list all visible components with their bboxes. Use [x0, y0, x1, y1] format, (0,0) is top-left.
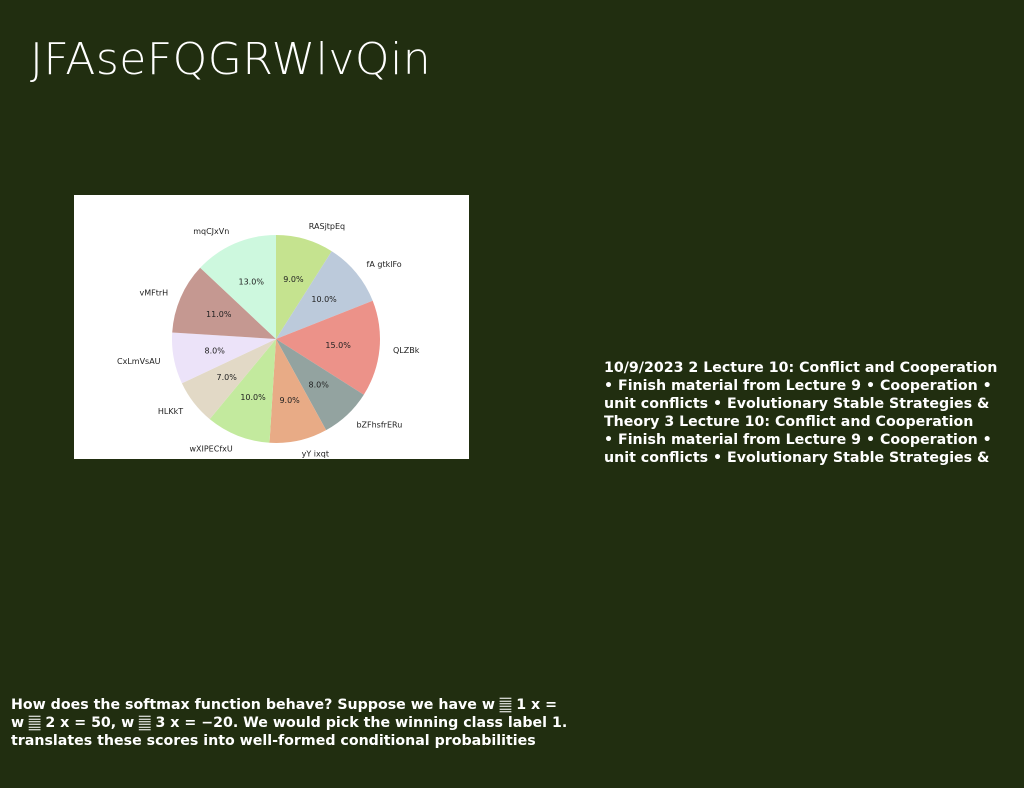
slice-category-label: vMFtrH — [139, 288, 168, 297]
slice-category-label: RASjtpEq — [309, 222, 345, 231]
slice-percent-label: 11.0% — [206, 310, 232, 319]
slice-category-label: mqCJxVn — [193, 227, 229, 236]
slice-category-label: CxLmVsAU — [117, 357, 161, 366]
slice-category-label: bZFhsfrERu — [356, 421, 402, 430]
pie-slice — [209, 339, 276, 443]
slide-title: JFAseFQGRWlvQin — [30, 34, 432, 85]
slice-category-label: yY ixqt — [302, 450, 329, 459]
pie-slice — [181, 339, 276, 420]
pie-slice — [276, 235, 332, 339]
pie-slice — [276, 251, 373, 339]
pie-chart: 9.0% RASjtpEq 10.0% fA gtklFo 15.0% QLZBk 8.0%… — [74, 195, 469, 459]
pie-slice — [172, 267, 276, 339]
softmax-line: translates these scores into well-formed… — [11, 733, 536, 749]
slice-category-label: QLZBk — [393, 346, 420, 355]
slice-category-label: wXIPECfxU — [189, 444, 232, 453]
slice-category-label: HLKkT — [158, 407, 183, 416]
softmax-line: How does the softmax function behave? Su… — [11, 697, 557, 713]
pie-slice — [269, 339, 327, 443]
lecture-line: • Finish material from Lecture 9 • Coope… — [604, 378, 992, 394]
pie-slice — [172, 332, 276, 384]
pie-slice — [276, 300, 380, 395]
lecture-line: • Finish material from Lecture 9 • Coope… — [604, 432, 992, 448]
slice-percent-label: 7.0% — [217, 373, 238, 382]
lecture-line: unit conflicts • Evolutionary Stable Str… — [604, 450, 990, 466]
lecture-text-block: 10/9/2023 2 Lecture 10: Conflict and Coo… — [604, 359, 1014, 467]
slice-percent-label: 8.0% — [309, 380, 330, 389]
lecture-line: 10/9/2023 2 Lecture 10: Conflict and Coo… — [604, 360, 998, 376]
slice-percent-label: 9.0% — [283, 275, 304, 284]
slice-percent-label: 10.0% — [240, 393, 266, 402]
lecture-line: Theory 3 Lecture 10: Conflict and Cooper… — [604, 414, 974, 430]
slice-percent-label: 15.0% — [325, 341, 351, 350]
softmax-text-block: How does the softmax function behave? Su… — [11, 696, 571, 750]
slice-percent-label: 13.0% — [239, 278, 265, 287]
slice-category-label: fA gtklFo — [367, 260, 402, 269]
lecture-line: unit conflicts • Evolutionary Stable Str… — [604, 396, 990, 412]
softmax-line: w 𝄛 2 x = 50, w 𝄛 3 x = −20. We would pi… — [11, 715, 568, 731]
pie-slice — [276, 339, 364, 431]
pie-slice — [200, 235, 276, 339]
slice-percent-label: 8.0% — [205, 347, 226, 356]
slice-percent-label: 9.0% — [279, 396, 300, 405]
slice-percent-label: 10.0% — [311, 295, 337, 304]
